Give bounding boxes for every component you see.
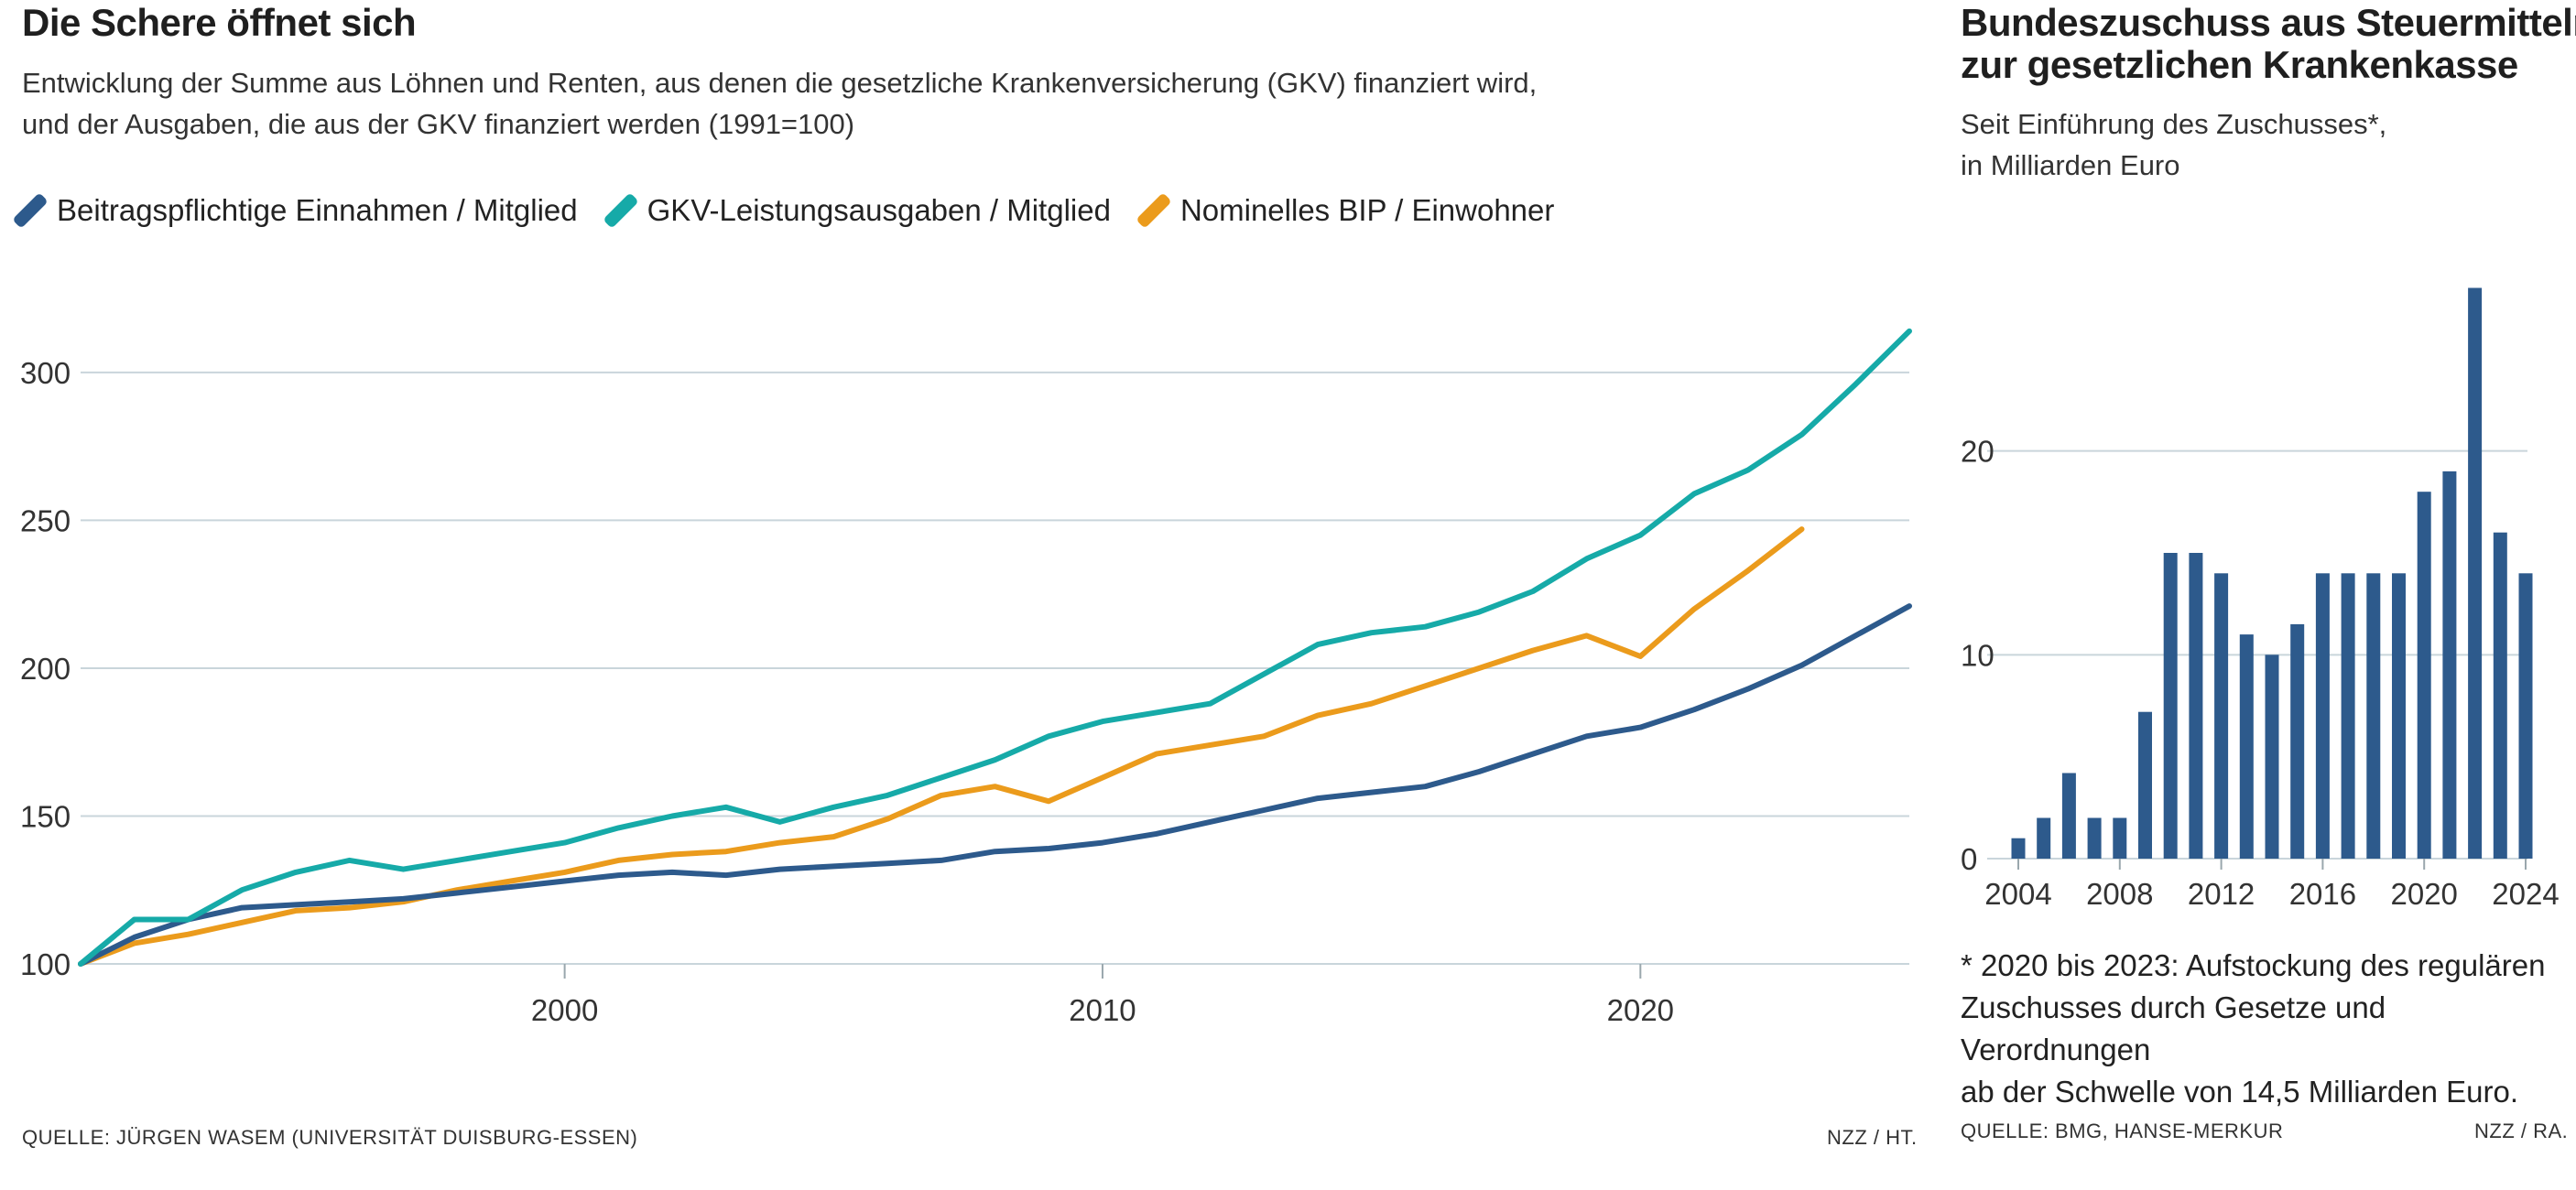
bar-2024 <box>2518 573 2533 859</box>
y-tick-label: 10 <box>1961 638 1994 672</box>
y-tick-label: 300 <box>20 356 71 390</box>
bar-2019 <box>2392 573 2406 859</box>
left-chart-subtitle-line2: und der Ausgaben, die aus der GKV finanz… <box>22 108 855 140</box>
x-tick-label: 2016 <box>2289 877 2356 911</box>
y-tick-label: 200 <box>20 652 71 686</box>
bar-2022 <box>2468 287 2483 859</box>
right-chart-footnote: * 2020 bis 2023: Aufstockung des regulär… <box>1961 945 2565 1113</box>
series-line-nominelles-bip-einwohner <box>78 526 1805 967</box>
footnote-line: * 2020 bis 2023: Aufstockung des regulär… <box>1961 948 2546 982</box>
legend-item-nominelles-bip: Nominelles BIP / Einwohner <box>1136 191 1555 230</box>
legend-item-gkv-leistungsausgaben: GKV-Leistungsausgaben / Mitglied <box>602 191 1111 230</box>
legend-item-beitragspflichtige-einnahmen: Beitragspflichtige Einnahmen / Mitglied <box>12 191 578 230</box>
x-tick-label: 2010 <box>1069 993 1136 1027</box>
right-chart-source: Quelle: BMG, Hanse-Merkur <box>1961 1120 2284 1142</box>
x-tick-label: 2004 <box>1984 877 2051 911</box>
bar-2006 <box>2061 773 2076 859</box>
bar-2010 <box>2163 553 2178 859</box>
legend-label: Beitragspflichtige Einnahmen / Mitglied <box>57 193 578 227</box>
footnote-line: ab der Schwelle von 14,5 Milliarden Euro… <box>1961 1075 2519 1109</box>
y-tick-label: 20 <box>1961 435 1994 469</box>
right-chart-subtitle-line1: Seit Einführung des Zuschusses*, <box>1961 108 2387 140</box>
bar-2008 <box>2113 817 2127 859</box>
bar-2016 <box>2315 573 2330 859</box>
bar-2013 <box>2239 634 2254 859</box>
bar-2017 <box>2341 573 2355 859</box>
left-chart-title: Die Schere öffnet sich <box>22 1 417 44</box>
y-tick-label: 0 <box>1961 842 1977 876</box>
bar-2020 <box>2417 492 2431 859</box>
legend-label: GKV-Leistungsausgaben / Mitglied <box>647 193 1111 227</box>
x-tick-label: 2000 <box>531 993 598 1027</box>
x-tick-label: 2020 <box>1607 993 1674 1027</box>
right-chart-credit: NZZ / ra. <box>2474 1120 2569 1142</box>
x-tick-label: 2020 <box>2390 877 2457 911</box>
bar-2007 <box>2087 817 2102 859</box>
x-tick-label: 2012 <box>2188 877 2255 911</box>
right-chart-title-line1: Bundeszuschuss aus Steuermitteln <box>1961 1 2576 44</box>
left-chart-source: Quelle: Jürgen Wasem (Universität Duisbu… <box>22 1126 638 1149</box>
legend-label: Nominelles BIP / Einwohner <box>1179 193 1555 227</box>
bar-2012 <box>2214 573 2229 859</box>
left-chart-subtitle-line1: Entwicklung der Summe aus Löhnen und Ren… <box>22 67 1538 99</box>
bar-2005 <box>2037 817 2051 859</box>
y-tick-label: 100 <box>20 947 71 981</box>
series-line-gkv-leistungsausgaben-mitglied <box>78 328 1912 967</box>
right-chart-title-line2: zur gesetzlichen Krankenkasse <box>1961 43 2518 86</box>
bar-2023 <box>2493 532 2507 859</box>
left-chart-credit: NZZ / Ht. <box>1827 1126 1918 1149</box>
bar-2014 <box>2265 654 2279 859</box>
bar-2011 <box>2189 553 2203 859</box>
right-chart-subtitle-line2: in Milliarden Euro <box>1961 149 2180 181</box>
y-tick-label: 150 <box>20 799 71 833</box>
bar-2015 <box>2290 623 2305 859</box>
footnote-line: Zuschusses durch Gesetze und Verordnunge… <box>1961 990 2386 1066</box>
y-tick-label: 250 <box>20 503 71 537</box>
x-tick-label: 2024 <box>2492 877 2559 911</box>
bar-2009 <box>2138 711 2152 859</box>
bar-2018 <box>2366 573 2381 859</box>
bar-2021 <box>2442 471 2457 859</box>
bar-2004 <box>2011 838 2026 859</box>
line-chart-legend: Beitragspflichtige Einnahmen / Mitglied … <box>12 183 1555 238</box>
x-tick-label: 2008 <box>2086 877 2153 911</box>
series-line-beitragspflichtige-einnahmen-mitglied <box>78 603 1912 967</box>
